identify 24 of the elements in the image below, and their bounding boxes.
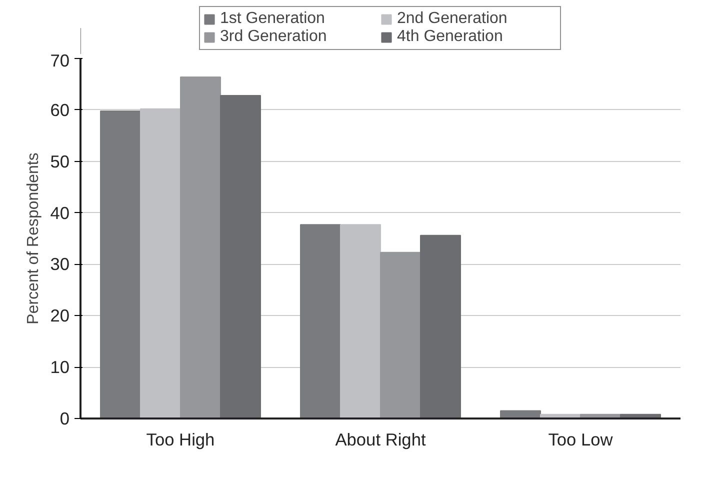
y-tick-label: 20 — [50, 306, 70, 326]
x-tick-label: About Right — [335, 430, 426, 450]
bar — [220, 95, 261, 418]
legend-label: 2nd Generation — [397, 10, 508, 28]
bar — [420, 234, 461, 418]
y-tick-label: 0 — [60, 408, 70, 428]
legend-label: 4th Generation — [397, 28, 504, 46]
bar — [300, 224, 341, 418]
bar — [380, 252, 421, 418]
bar — [100, 110, 141, 418]
y-tick-label: 50 — [50, 151, 70, 172]
bar — [340, 224, 381, 418]
bar — [140, 108, 181, 418]
y-tick-label: 40 — [50, 202, 70, 223]
y-tick-label: 60 — [50, 100, 70, 120]
legend-label: 3rd Generation — [220, 28, 328, 46]
legend-label: 1st Generation — [220, 10, 326, 28]
y-axis-title: Percent of Respondents — [25, 152, 42, 324]
x-tick-label: Too Low — [548, 430, 614, 450]
bar — [180, 76, 221, 418]
y-tick-label: 70 — [50, 50, 70, 70]
x-tick-label: Too High — [146, 430, 215, 450]
y-tick-label: 30 — [50, 254, 70, 274]
y-tick-label: 10 — [50, 357, 70, 378]
